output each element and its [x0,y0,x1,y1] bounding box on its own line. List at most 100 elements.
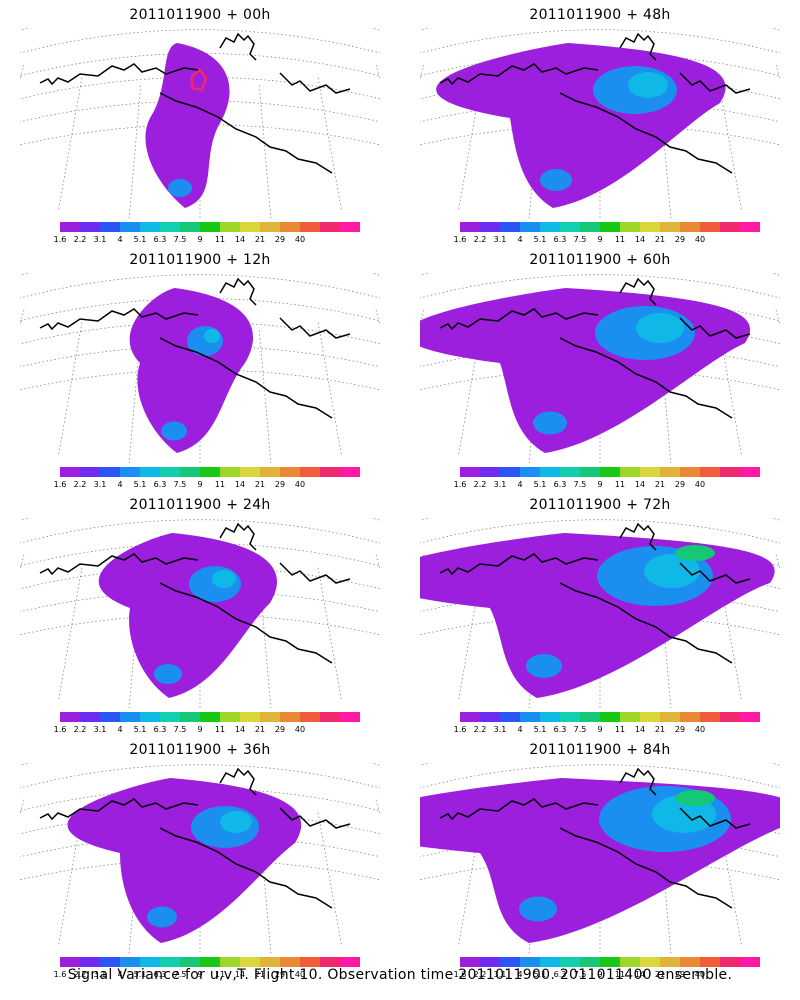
meridian-line [317,567,342,701]
colorbar-tick-label: 3.1 [93,970,107,979]
colorbar-tick-label: 5.1 [533,725,547,734]
colorbar-swatch [500,957,520,967]
coastline [39,767,351,909]
variance-region-mid [168,179,192,197]
colorbar-tick-label: 5.1 [133,725,147,734]
colorbar-swatch [220,467,240,477]
colorbar-tick-label: 3.1 [93,235,107,244]
colorbar-tick-label: 9 [197,480,203,489]
colorbar-swatch [660,467,680,477]
colorbar-swatch [660,957,680,967]
variance-map [420,518,780,708]
latitude-line [20,273,380,276]
colorbar-swatch [340,712,360,722]
colorbar-swatch [460,712,480,722]
colorbar-tick-label: 11 [214,725,226,734]
variance-field [436,43,726,208]
colorbar-swatch [240,712,260,722]
variance-region-mid [519,896,557,922]
latitude-line [420,28,780,31]
colorbar-swatch [620,957,640,967]
colorbar-swatch [340,222,360,232]
colorbar-tick-label: 21 [254,970,266,979]
variance-region-low [98,533,278,698]
colorbar [460,957,760,967]
colorbar-swatch [160,957,180,967]
meridian-line [58,567,83,701]
meridian-line [775,309,780,327]
colorbar-swatch [460,957,480,967]
panel-title: 2011011900 + 00h [129,7,271,23]
colorbar-swatch [620,222,640,232]
colorbar-swatch [180,957,200,967]
meridian-line [658,575,672,708]
colorbar-tick-label: 4 [117,480,123,489]
meridian-line [528,330,542,463]
meridian-line [658,85,672,218]
colorbar-swatch [280,467,300,477]
coastline [39,522,351,664]
colorbar-ticks: 1.6 2.2 3.1 4 5.1 6.3 7.5 9 11 14 21 29 40 [54,725,360,735]
variance-map [420,763,780,953]
colorbar-tick-label: 40 [694,970,706,979]
colorbar-tick-label: 4 [117,235,123,244]
colorbar-swatch [260,467,280,477]
colorbar-swatch [460,467,480,477]
forecast-panel: 2011011900 + 36h 1.6 2.2 3.1 4 5.1 6.3 7.5 9 11 14… [0,735,400,980]
colorbar-tick-label: 3.1 [493,235,507,244]
colorbar-tick-label: 40 [294,480,306,489]
colorbar-swatch [540,467,560,477]
colorbar-tick-label: 14 [634,235,646,244]
colorbar-swatch [200,467,220,477]
meridian-line [58,812,83,946]
forecast-panel: 2011011900 + 72h 1.6 2.2 3.1 4 5.1 6.3 7.5 9 11 14… [400,490,800,735]
colorbar-swatch [60,712,80,722]
colorbar-swatch [560,467,580,477]
colorbar-swatch [520,467,540,477]
colorbar-swatch [320,467,340,477]
variance-field [420,288,750,453]
colorbar-swatch [80,467,100,477]
colorbar-swatch [660,712,680,722]
colorbar-tick-label: 6.3 [153,970,167,979]
colorbar-swatch [560,222,580,232]
forecast-panel: 2011011900 + 24h 1.6 2.2 3.1 4 5.1 6.3 7.5 9 11 14… [0,490,400,735]
colorbar-swatch [80,957,100,967]
colorbar-tick-label: 5.1 [133,235,147,244]
colorbar-swatch [740,467,760,477]
forecast-panel: 2011011900 + 60h 1.6 2.2 3.1 4 5.1 6.3 7.5 9 11 14… [400,245,800,490]
variance-region-high [220,811,252,833]
meridian-line [458,567,483,701]
colorbar-swatch [260,957,280,967]
colorbar-tick-label: 5.1 [533,480,547,489]
colorbar-swatch [700,712,720,722]
colorbar-tick-label: 3.1 [93,725,107,734]
colorbar-swatch [540,957,560,967]
colorbar-swatch [280,712,300,722]
meridian-line [375,309,380,327]
colorbar-swatch [580,467,600,477]
variance-region-mid [147,906,177,928]
colorbar-swatch [80,222,100,232]
panel-title: 2011011900 + 24h [129,497,271,513]
colorbar-swatch [100,712,120,722]
colorbar-tick-label: 4 [517,725,523,734]
meridian-line [317,77,342,211]
colorbar-tick-label: 2.2 [73,480,87,489]
colorbar-ticks: 1.6 2.2 3.1 4 5.1 6.3 7.5 9 11 14 21 29 40 [454,725,760,735]
coastline [439,522,751,664]
colorbar-tick-label: 7.5 [573,480,587,489]
colorbar-tick-label: 4 [517,235,523,244]
colorbar [460,712,760,722]
colorbar-tick-label: 9 [197,725,203,734]
colorbar-tick-label: 21 [654,970,666,979]
variance-map [20,518,380,708]
colorbar-tick-label: 1.6 [453,480,467,489]
colorbar-tick-label: 7.5 [173,480,187,489]
colorbar-swatch [140,957,160,967]
coastline [439,32,751,174]
colorbar [60,467,360,477]
colorbar-tick-label: 2.2 [473,725,487,734]
colorbar-tick-label: 2.2 [73,725,87,734]
colorbar-swatch [200,222,220,232]
